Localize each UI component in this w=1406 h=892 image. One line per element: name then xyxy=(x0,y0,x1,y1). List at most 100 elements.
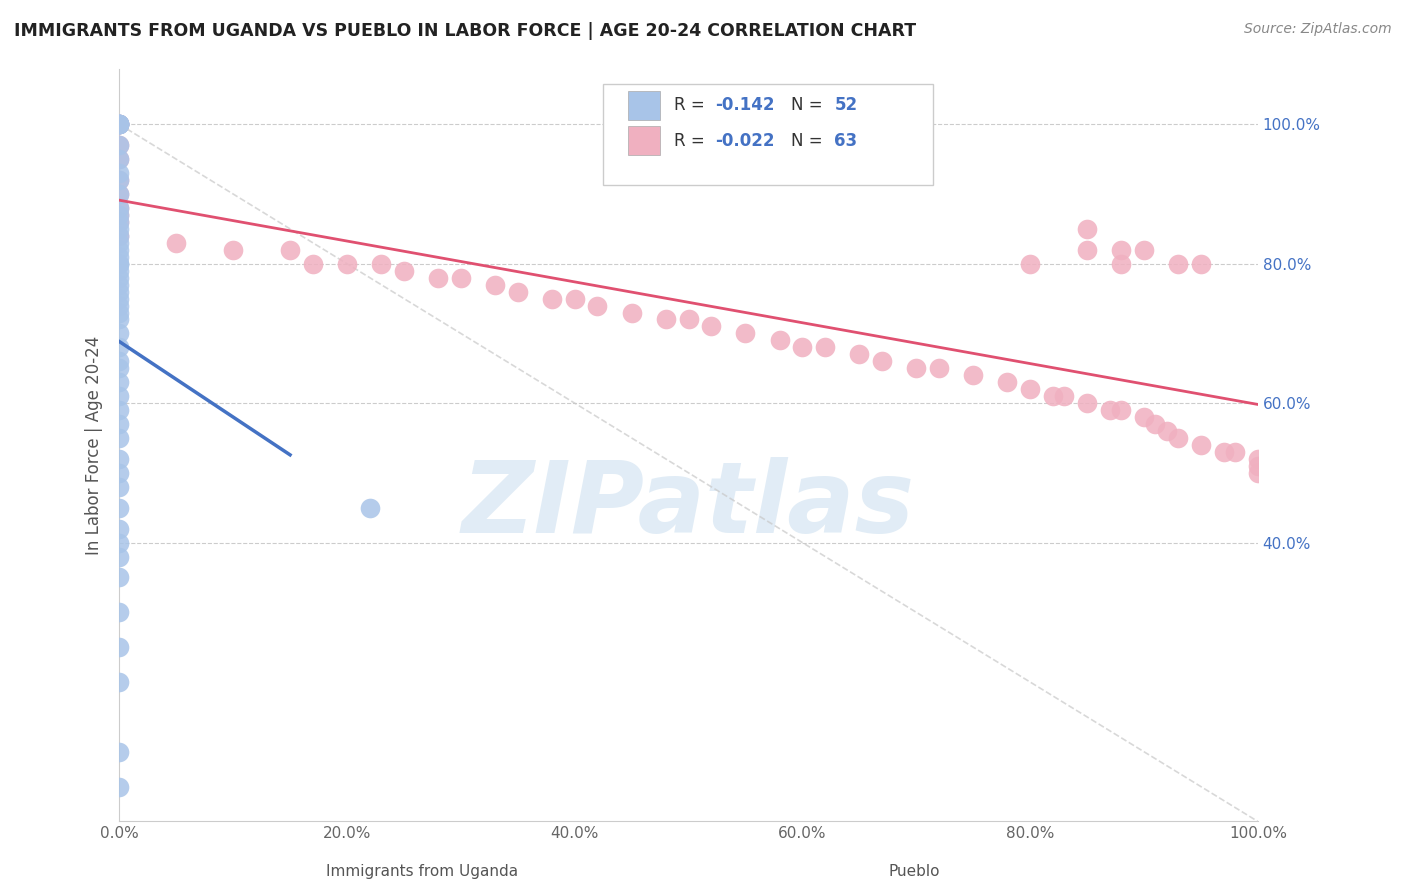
Point xyxy=(108,605,131,619)
Point xyxy=(108,235,131,250)
Point xyxy=(370,257,392,271)
FancyBboxPatch shape xyxy=(603,84,934,186)
Point xyxy=(1167,257,1189,271)
Point xyxy=(108,117,131,131)
Text: -0.142: -0.142 xyxy=(714,96,775,114)
Point xyxy=(108,117,131,131)
Point xyxy=(108,299,131,313)
Point xyxy=(1109,403,1132,417)
Point xyxy=(108,117,131,131)
Point xyxy=(108,500,131,515)
Point xyxy=(586,299,609,313)
Point xyxy=(506,285,529,299)
Point xyxy=(108,186,131,201)
Point xyxy=(108,257,131,271)
Point xyxy=(108,376,131,390)
Point xyxy=(108,228,131,243)
Text: 63: 63 xyxy=(834,132,858,150)
Point xyxy=(108,243,131,257)
Point xyxy=(108,138,131,153)
Point xyxy=(108,640,131,655)
Point xyxy=(484,277,506,292)
Point xyxy=(1144,417,1167,431)
Point xyxy=(108,745,131,759)
Point xyxy=(108,312,131,326)
Point xyxy=(1212,445,1234,459)
Point xyxy=(541,292,564,306)
Point xyxy=(108,535,131,549)
Point xyxy=(1019,382,1042,396)
Point xyxy=(1247,458,1270,473)
Point xyxy=(450,270,472,285)
Point xyxy=(1223,445,1246,459)
FancyBboxPatch shape xyxy=(628,127,659,155)
Point xyxy=(108,417,131,431)
Text: Source: ZipAtlas.com: Source: ZipAtlas.com xyxy=(1244,22,1392,37)
Point xyxy=(392,263,415,277)
Point xyxy=(278,243,301,257)
Point xyxy=(108,326,131,341)
Point xyxy=(1189,257,1212,271)
Text: Pueblo: Pueblo xyxy=(889,863,939,879)
Point xyxy=(108,285,131,299)
Point xyxy=(108,354,131,368)
Point xyxy=(108,117,131,131)
Point xyxy=(108,201,131,215)
Point xyxy=(108,340,131,354)
Point xyxy=(108,117,131,131)
Point xyxy=(108,228,131,243)
Text: ZIPatlas: ZIPatlas xyxy=(463,457,915,554)
Point xyxy=(108,263,131,277)
Point xyxy=(564,292,586,306)
Point xyxy=(108,152,131,166)
Point xyxy=(108,305,131,319)
Point xyxy=(1109,257,1132,271)
Text: N =: N = xyxy=(792,96,828,114)
Point xyxy=(427,270,450,285)
Point xyxy=(301,257,323,271)
Point xyxy=(1133,243,1156,257)
Point xyxy=(108,780,131,794)
Point xyxy=(108,166,131,180)
Point xyxy=(108,361,131,376)
Text: IMMIGRANTS FROM UGANDA VS PUEBLO IN LABOR FORCE | AGE 20-24 CORRELATION CHART: IMMIGRANTS FROM UGANDA VS PUEBLO IN LABO… xyxy=(14,22,917,40)
Point xyxy=(108,389,131,403)
Point xyxy=(108,257,131,271)
Point xyxy=(108,570,131,584)
Point xyxy=(108,451,131,466)
Point xyxy=(962,368,984,383)
Point xyxy=(108,549,131,564)
Point xyxy=(108,403,131,417)
Text: R =: R = xyxy=(673,132,710,150)
Point xyxy=(620,305,643,319)
Y-axis label: In Labor Force | Age 20-24: In Labor Force | Age 20-24 xyxy=(86,335,103,555)
Point xyxy=(1109,243,1132,257)
Point xyxy=(336,257,359,271)
Point xyxy=(848,347,870,361)
Text: Immigrants from Uganda: Immigrants from Uganda xyxy=(326,863,517,879)
Point xyxy=(678,312,700,326)
Point xyxy=(1133,410,1156,425)
Text: N =: N = xyxy=(792,132,828,150)
Point xyxy=(1019,257,1042,271)
Point xyxy=(222,243,245,257)
Point xyxy=(108,138,131,153)
Point xyxy=(870,354,893,368)
Text: 52: 52 xyxy=(834,96,858,114)
Point xyxy=(108,117,131,131)
Point xyxy=(108,173,131,187)
Point xyxy=(1076,243,1098,257)
Point xyxy=(108,480,131,494)
Point xyxy=(108,522,131,536)
Point xyxy=(108,250,131,264)
Point xyxy=(108,466,131,480)
Point xyxy=(655,312,678,326)
Point xyxy=(108,152,131,166)
Point xyxy=(108,208,131,222)
Point xyxy=(905,361,928,376)
Point xyxy=(108,292,131,306)
Point xyxy=(928,361,950,376)
Point xyxy=(108,173,131,187)
FancyBboxPatch shape xyxy=(628,91,659,120)
Point xyxy=(995,376,1018,390)
